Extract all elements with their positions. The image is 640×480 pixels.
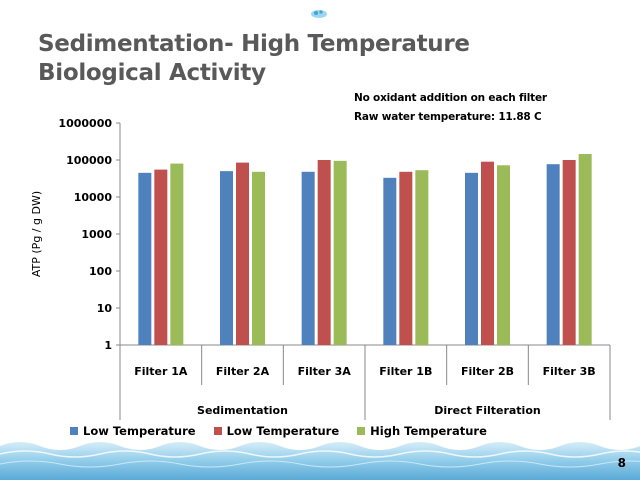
slide-title-line-1: Sedimentation- High Temperature — [38, 31, 470, 57]
bar-filter-3a-series-3 — [333, 160, 347, 345]
legend-swatch-2 — [213, 427, 222, 435]
legend-swatch-3 — [357, 427, 366, 435]
y-axis-title: ATP (Pg / g DW) — [30, 191, 43, 277]
bar-filter-1a-series-3 — [170, 163, 184, 345]
slide-title-line-2: Biological Activity — [38, 60, 266, 86]
bar-filter-3a-series-1 — [301, 171, 315, 345]
group-label: Sedimentation — [197, 404, 288, 417]
chart-note-raw-water-temperature: Raw water temperature: 11.88 C — [354, 111, 542, 123]
y-tick-label: 10 — [97, 302, 113, 315]
legend-swatch-1 — [70, 427, 78, 435]
y-tick-label: 1 — [104, 339, 112, 352]
bar-filter-2b-series-3 — [497, 165, 510, 345]
legend-label-2: Low Temperature — [226, 424, 340, 438]
bar-filter-1a-series-1 — [138, 172, 152, 345]
bar-filter-1b-series-1 — [383, 177, 397, 345]
y-tick-label: 1000000 — [58, 117, 112, 130]
bar-filter-2a-series-1 — [220, 171, 233, 345]
bar-filter-3a-series-2 — [317, 160, 331, 345]
bar-filter-3b-series-2 — [562, 160, 576, 345]
bar-filter-2a-series-2 — [236, 162, 249, 345]
group-label: Direct Filteration — [434, 404, 540, 417]
bar-filter-2b-series-2 — [481, 161, 494, 345]
bar-filter-1b-series-2 — [399, 171, 413, 345]
x-tick-label: Filter 3B — [543, 365, 596, 378]
water-drop-logo — [311, 10, 327, 18]
y-tick-label: 1000 — [81, 228, 112, 241]
legend-item-1: Low Temperature — [70, 424, 196, 438]
atp-bar-chart: 1 10 100 1000 10000 100000 1000000 ATP (Pg / g … — [30, 117, 611, 420]
bar-filter-2a-series-3 — [252, 171, 265, 345]
chart-legend: Low Temperature Low Temperature High Tem… — [70, 424, 590, 438]
x-tick-label: Filter 3A — [298, 365, 352, 378]
page-number: 8 — [617, 456, 626, 470]
x-tick-label: Filter 1B — [379, 365, 432, 378]
bar-filter-2b-series-1 — [465, 172, 478, 345]
chart-note-oxidant: No oxidant addition on each filter — [354, 92, 547, 104]
bar-filter-3b-series-1 — [546, 164, 560, 345]
legend-item-3: High Temperature — [357, 424, 487, 438]
x-tick-label: Filter 2B — [461, 365, 514, 378]
y-tick-label: 10000 — [74, 191, 113, 204]
x-tick-label: Filter 1A — [134, 365, 188, 378]
x-tick-label: Filter 2A — [216, 365, 270, 378]
bar-filter-3b-series-3 — [578, 154, 592, 345]
legend-label-1: Low Temperature — [83, 424, 196, 438]
footer-water-wave — [0, 442, 640, 480]
slide-title: Sedimentation- High Temperature Biologic… — [38, 30, 470, 88]
legend-label-3: High Temperature — [370, 424, 487, 438]
bar-filter-1b-series-3 — [415, 170, 429, 345]
y-tick-label: 100000 — [66, 154, 112, 167]
legend-item-2: Low Temperature — [213, 424, 340, 438]
y-tick-label: 100 — [89, 265, 112, 278]
bar-filter-1a-series-2 — [154, 169, 168, 345]
